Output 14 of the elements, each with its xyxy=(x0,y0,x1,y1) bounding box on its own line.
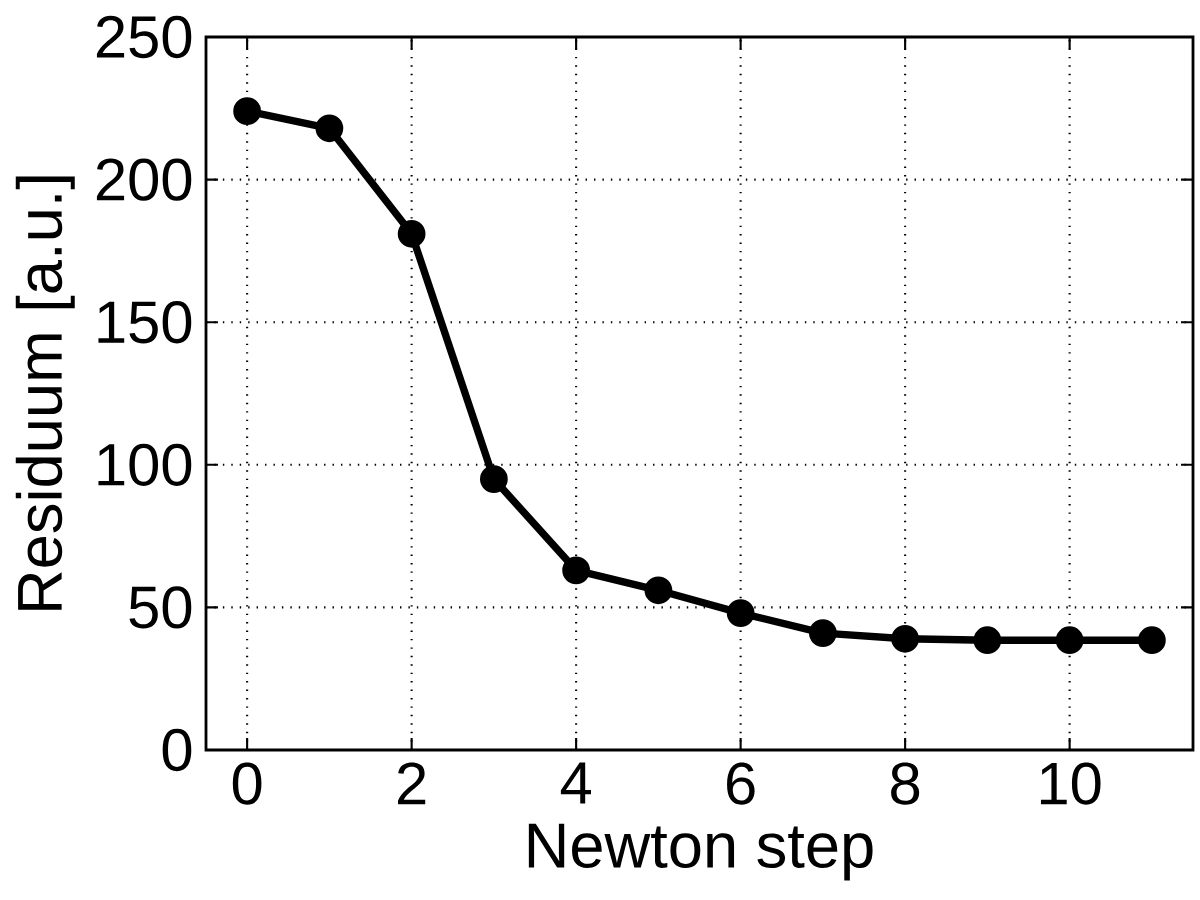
x-tick-label: 10 xyxy=(1040,762,1101,805)
y-tick-label: 100 xyxy=(98,443,192,486)
y-tick-label: 0 xyxy=(162,728,192,772)
x-tick-label: 6 xyxy=(727,762,755,805)
y-tick-label: 150 xyxy=(98,301,192,344)
y-tick-label: 50 xyxy=(129,586,192,629)
x-axis-title: Newton step xyxy=(528,823,873,881)
y-tick-label: 250 xyxy=(96,15,192,59)
x-tick-label: 8 xyxy=(891,762,920,805)
y-axis-title: Residuum [a.u.] xyxy=(15,176,75,610)
x-tick-label: 0 xyxy=(232,762,262,805)
y-tick-label: 200 xyxy=(96,158,192,201)
x-tick-label: 4 xyxy=(560,762,591,804)
x-tick-label: 2 xyxy=(398,762,426,805)
